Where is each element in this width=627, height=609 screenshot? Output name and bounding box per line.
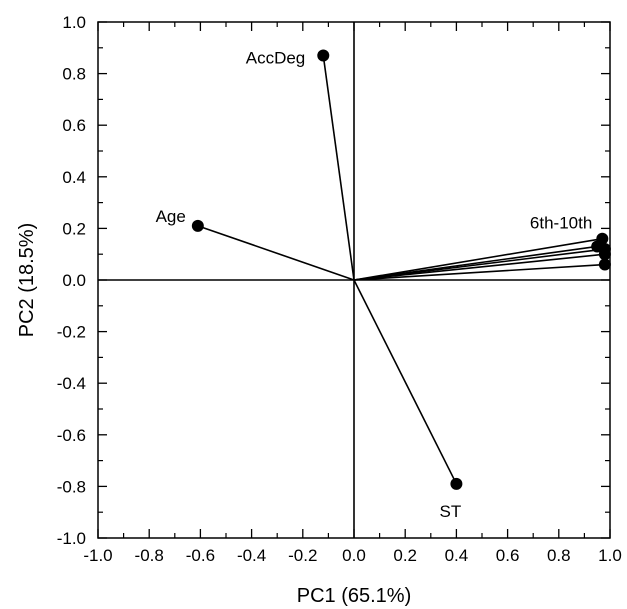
loading-vector: [353, 253, 605, 281]
loading-point: [317, 49, 330, 62]
y-tick-label: -0.2: [57, 323, 86, 342]
loading-vector: [353, 263, 605, 281]
y-tick-label: -0.4: [57, 374, 86, 393]
plot-frame: [97, 21, 611, 539]
loading-point: [598, 248, 611, 261]
y-tick-label: -1.0: [57, 529, 86, 548]
loading-vector: [197, 225, 355, 281]
point-label: AccDeg: [246, 49, 306, 68]
x-tick-label: -1.0: [83, 546, 112, 565]
x-tick-label: 1.0: [598, 546, 622, 565]
y-tick-label: 0.2: [62, 219, 86, 238]
loading-point: [598, 258, 611, 271]
loading-points: [191, 49, 611, 490]
loading-vector: [322, 55, 355, 281]
point-labels: AccDeg Age ST 6th-10th: [156, 49, 593, 521]
y-tick-label: -0.8: [57, 477, 86, 496]
loading-point: [191, 219, 204, 232]
y-axis-title: PC2 (18.5%): [16, 223, 38, 338]
x-tick-label: 0.4: [445, 546, 469, 565]
loading-vectors: [197, 55, 605, 485]
x-tick-label: 0.2: [393, 546, 417, 565]
loading-vector: [353, 248, 605, 281]
loading-point: [450, 477, 463, 490]
x-tick-label: -0.4: [237, 546, 266, 565]
group-label: 6th-10th: [530, 214, 592, 233]
point-label: ST: [440, 502, 462, 521]
x-tick-label: -0.2: [288, 546, 317, 565]
y-tick-label: 1.0: [62, 13, 86, 32]
x-tick-label: 0.6: [496, 546, 520, 565]
y-tick-label: -0.6: [57, 426, 86, 445]
loading-vector: [353, 279, 458, 485]
x-axis-title: PC1 (65.1%): [297, 585, 412, 607]
y-tick-label: 0.8: [62, 65, 86, 84]
x-tick-label: -0.6: [186, 546, 215, 565]
point-label: Age: [156, 207, 186, 226]
tick-labels: -1.0 -0.8 -0.6 -0.4 -0.2 0.0 0.2 0.4 0.6 0.8 1.0 -1…: [57, 13, 622, 565]
y-tick-label: 0.4: [62, 168, 86, 187]
loading-vector: [353, 237, 603, 281]
x-tick-label: -0.8: [135, 546, 164, 565]
x-tick-label: 0.8: [547, 546, 571, 565]
x-tick-label: 0.0: [342, 546, 366, 565]
y-tick-label: 0.0: [62, 271, 86, 290]
y-tick-label: 0.6: [62, 116, 86, 135]
